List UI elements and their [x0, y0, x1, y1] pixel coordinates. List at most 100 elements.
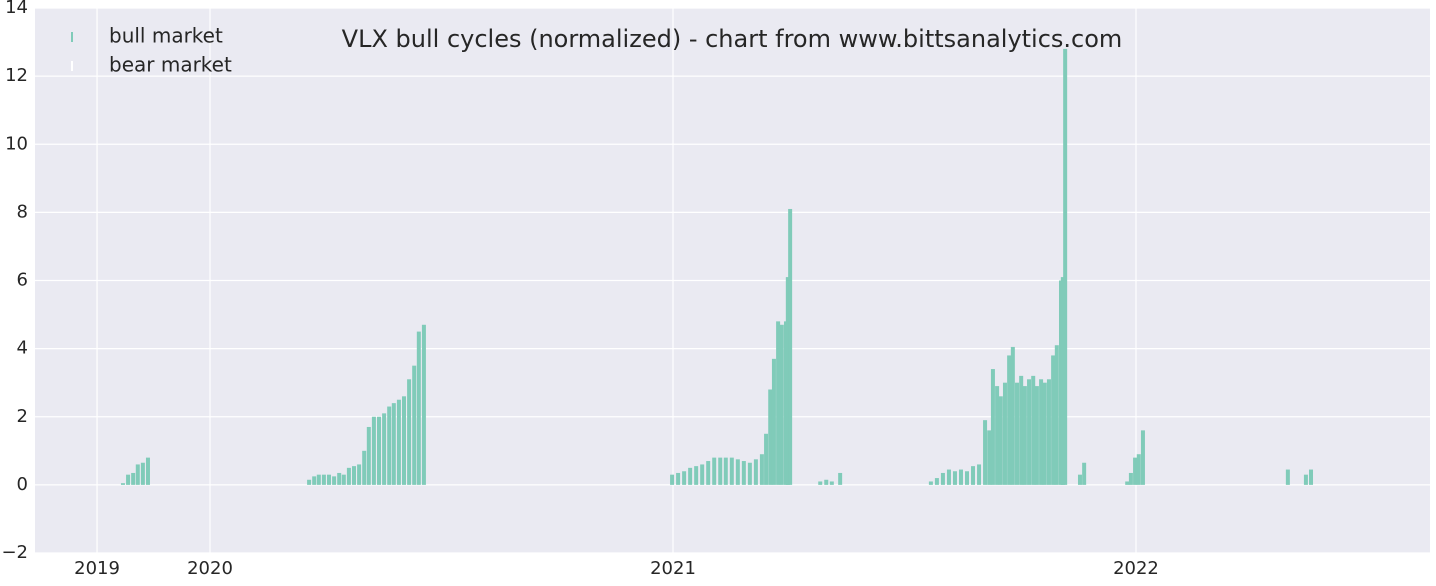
bar — [977, 464, 982, 485]
y-tick-label: 8 — [17, 201, 28, 222]
bar — [321, 474, 326, 485]
bar — [357, 464, 362, 485]
chart-title: VLX bull cycles (normalized) - chart fro… — [342, 25, 1123, 53]
bar — [771, 358, 776, 485]
bar — [391, 403, 396, 485]
bar — [838, 472, 843, 485]
bar — [824, 479, 829, 485]
bar — [387, 406, 392, 485]
bar — [688, 467, 693, 485]
y-tick-label: 12 — [5, 65, 28, 86]
y-tick-label: 0 — [17, 474, 28, 495]
legend-label: bear market — [109, 53, 232, 77]
bar — [676, 472, 681, 485]
y-tick-label: 6 — [17, 270, 28, 291]
bar — [940, 472, 945, 485]
bar — [1140, 430, 1145, 485]
bar — [776, 321, 781, 485]
legend-marker — [71, 61, 73, 71]
bar — [998, 396, 1003, 485]
bar — [135, 464, 140, 485]
bar — [362, 450, 367, 485]
bar — [120, 483, 125, 485]
bar — [1128, 472, 1133, 485]
bar — [1309, 469, 1314, 485]
bar — [829, 481, 834, 485]
y-tick-label: 14 — [5, 0, 28, 18]
bar — [700, 464, 705, 485]
bar — [785, 277, 790, 485]
y-tick-label: 2 — [17, 406, 28, 427]
bar — [412, 365, 417, 485]
bar — [371, 416, 376, 485]
bar — [759, 454, 764, 485]
bar — [1303, 474, 1308, 485]
bar — [1060, 277, 1065, 485]
x-tick-label: 2019 — [74, 558, 120, 579]
bar — [971, 466, 976, 485]
bar — [407, 379, 412, 485]
bar — [421, 324, 426, 485]
y-tick-label: −2 — [1, 542, 28, 563]
bar — [377, 416, 382, 485]
bar — [718, 457, 723, 485]
bar — [1010, 346, 1015, 485]
legend-label: bull market — [109, 24, 223, 48]
bar — [416, 331, 421, 485]
bar — [1002, 382, 1007, 485]
bar — [706, 461, 711, 485]
bar — [341, 474, 346, 485]
bar — [382, 413, 387, 485]
bar — [145, 457, 150, 485]
y-tick-label: 10 — [5, 133, 28, 154]
bar — [987, 430, 992, 485]
bar — [327, 474, 332, 485]
bar — [995, 386, 1000, 485]
bar — [307, 479, 312, 485]
bar — [1051, 355, 1056, 485]
bar — [779, 324, 784, 485]
bar — [1063, 48, 1068, 485]
bar — [788, 208, 793, 485]
bar — [670, 474, 675, 485]
bar — [1136, 454, 1141, 485]
bar — [946, 469, 951, 485]
bar — [1022, 386, 1027, 485]
bar — [1133, 457, 1138, 485]
bar — [735, 459, 740, 485]
bar — [402, 396, 407, 485]
bar — [1042, 382, 1047, 485]
bar — [1015, 382, 1020, 485]
x-tick-label: 2020 — [187, 558, 233, 579]
x-tick-label: 2021 — [650, 558, 696, 579]
bar — [928, 481, 933, 485]
bar — [1019, 375, 1024, 485]
bar — [990, 369, 995, 485]
bar — [768, 389, 773, 485]
bar — [682, 471, 687, 485]
bar — [965, 471, 970, 485]
bar — [1027, 379, 1032, 485]
x-tick-label: 2022 — [1113, 558, 1159, 579]
bar — [140, 462, 145, 485]
bar — [346, 467, 351, 485]
bar — [352, 466, 357, 485]
bar — [741, 461, 746, 485]
bar — [1125, 481, 1130, 485]
bar — [1077, 474, 1082, 485]
bar — [366, 426, 371, 485]
bar — [712, 457, 717, 485]
bar — [332, 476, 337, 485]
bar — [312, 476, 317, 485]
bar — [316, 474, 321, 485]
bar — [1285, 469, 1290, 485]
bar — [694, 466, 699, 485]
bar — [1046, 379, 1051, 485]
bar — [396, 399, 401, 485]
y-tick-label: 4 — [17, 338, 28, 359]
bar — [723, 457, 728, 485]
bar — [1034, 386, 1039, 485]
bar — [958, 469, 963, 485]
bar — [983, 420, 988, 485]
bar — [764, 433, 769, 485]
